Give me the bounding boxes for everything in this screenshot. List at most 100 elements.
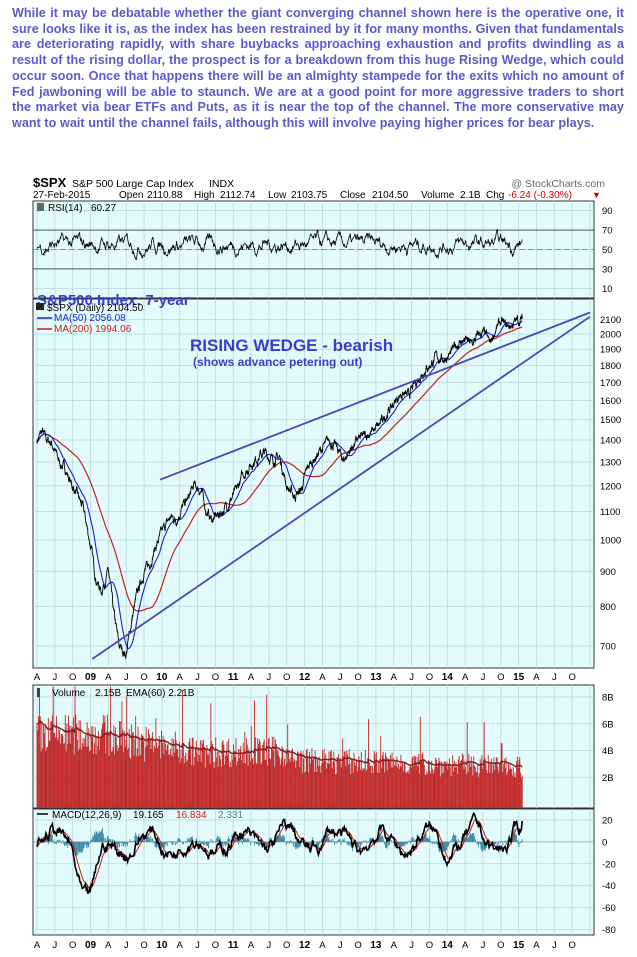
month-label: J bbox=[267, 940, 272, 951]
month-label: J bbox=[552, 940, 557, 951]
month-label: J bbox=[481, 940, 486, 951]
month-label: 09 bbox=[85, 940, 97, 951]
macd-tick-label: -60 bbox=[602, 903, 616, 914]
volume-legend: Volume 2.15B EMA(60) 2.21B bbox=[37, 688, 195, 699]
month-label: 10 bbox=[156, 672, 168, 683]
rsi-tick-label: 50 bbox=[602, 245, 613, 256]
volume-tick-label: 4B bbox=[602, 746, 614, 757]
rsi-tick-label: 70 bbox=[602, 226, 613, 237]
price-tick-label: 1000 bbox=[600, 535, 621, 546]
macd-tick-label: -40 bbox=[602, 881, 616, 892]
macd-tick-label: -80 bbox=[602, 925, 616, 936]
month-label: A bbox=[34, 672, 41, 683]
macd-legend-macd: 19.165 bbox=[133, 810, 164, 821]
month-label: O bbox=[212, 672, 219, 683]
month-label: A bbox=[248, 940, 255, 951]
macd-legend-prefix: MACD(12,26,9) bbox=[52, 810, 121, 821]
chg-down-arrow-icon: ▼ bbox=[592, 190, 601, 200]
ma200-line bbox=[36, 326, 523, 612]
header-credit: @ StockCharts.com bbox=[511, 178, 605, 190]
price-legend: $SPX (Daily) 2104.50 MA(50) 2056.08 MA(2… bbox=[36, 303, 144, 335]
header-chg-label: Chg bbox=[486, 190, 504, 201]
price-tick-label: 2100 bbox=[600, 315, 621, 326]
month-label: A bbox=[319, 940, 326, 951]
volume-series bbox=[36, 686, 523, 808]
month-label: O bbox=[140, 940, 147, 951]
month-label: A bbox=[177, 672, 184, 683]
month-label: A bbox=[462, 940, 469, 951]
price-tick-label: 1600 bbox=[600, 396, 621, 407]
rsi-line bbox=[36, 228, 523, 261]
header-chg: -6.24 (-0.30%) bbox=[508, 190, 572, 201]
price-legend-ma200: MA(200) 1994.06 bbox=[54, 324, 132, 335]
price-tick-label: 1800 bbox=[600, 361, 621, 372]
header-close: 2104.50 bbox=[372, 190, 409, 201]
month-label: J bbox=[195, 672, 200, 683]
annotation-title: RISING WEDGE - bearish bbox=[190, 336, 393, 355]
price-legend-swatch bbox=[36, 303, 44, 310]
month-label: J bbox=[124, 940, 129, 951]
volume-tick-label: 2B bbox=[602, 773, 614, 784]
macd-axis: 20 0 -20 -40 -60 -80 bbox=[602, 815, 616, 936]
month-label: J bbox=[338, 672, 343, 683]
month-label: J bbox=[481, 672, 486, 683]
price-legend-spx: $SPX (Daily) 2104.50 bbox=[47, 303, 144, 314]
macd-legend: MACD(12,26,9) 19.165 16.834 2.331 bbox=[37, 810, 243, 821]
header-high: 2112.74 bbox=[220, 190, 256, 201]
volume-legend-prefix: Volume bbox=[52, 688, 86, 699]
price-tick-label: 900 bbox=[600, 567, 616, 578]
month-label: O bbox=[140, 672, 147, 683]
macd-series bbox=[33, 811, 594, 895]
month-label: 11 bbox=[228, 940, 239, 951]
month-label: A bbox=[105, 672, 112, 683]
month-label: O bbox=[426, 940, 433, 951]
wedge-trendline bbox=[159, 311, 591, 481]
annotation-period: S&P500 Index: 7-year bbox=[37, 292, 190, 309]
price-series bbox=[36, 311, 591, 660]
price-legend-ma50: MA(50) 2056.08 bbox=[54, 313, 126, 324]
month-label: J bbox=[195, 940, 200, 951]
month-label: A bbox=[177, 940, 184, 951]
price-tick-label: 2000 bbox=[600, 330, 621, 341]
month-label: O bbox=[283, 940, 290, 951]
header-exchange: INDX bbox=[209, 178, 234, 190]
header-name: S&P 500 Large Cap Index bbox=[72, 178, 195, 190]
month-label: 13 bbox=[370, 940, 382, 951]
rsi-tick-label: 10 bbox=[602, 284, 613, 295]
month-label: J bbox=[409, 672, 414, 683]
month-label: J bbox=[409, 940, 414, 951]
month-label: 10 bbox=[156, 940, 168, 951]
header-date: 27-Feb-2015 bbox=[33, 190, 91, 201]
month-label: 11 bbox=[228, 672, 239, 683]
month-label: A bbox=[105, 940, 112, 951]
annotation-sub: (shows advance petering out) bbox=[193, 355, 362, 369]
header-open-label: Open bbox=[119, 190, 143, 201]
month-label: A bbox=[533, 940, 540, 951]
macd-legend-signal: 16.834 bbox=[176, 810, 207, 821]
month-label: O bbox=[568, 940, 575, 951]
month-label: 15 bbox=[513, 672, 525, 683]
rsi-legend-symbol: RSI(14) bbox=[48, 203, 82, 214]
rsi-legend-value: 60.27 bbox=[91, 203, 116, 214]
month-label: A bbox=[391, 672, 398, 683]
price-line bbox=[36, 313, 523, 659]
month-label: O bbox=[212, 940, 219, 951]
commentary-text: While it may be debatable whether the gi… bbox=[12, 6, 624, 130]
price-tick-label: 1400 bbox=[600, 435, 621, 446]
month-label: O bbox=[69, 940, 76, 951]
month-label: O bbox=[283, 672, 290, 683]
month-label: A bbox=[391, 940, 398, 951]
rsi-series bbox=[36, 228, 523, 261]
rsi-axis: 90 70 50 30 10 bbox=[602, 206, 613, 295]
month-label: 13 bbox=[370, 672, 382, 683]
header-high-label: High bbox=[194, 190, 215, 201]
month-label: 14 bbox=[442, 672, 454, 683]
price-tick-label: 1300 bbox=[600, 458, 621, 469]
macd-tick-label: -20 bbox=[602, 859, 616, 870]
macd-legend-hist: 2.331 bbox=[218, 810, 243, 821]
header-low-label: Low bbox=[268, 190, 287, 201]
month-label: O bbox=[354, 672, 361, 683]
header-low: 2103.75 bbox=[291, 190, 328, 201]
header-volume: 2.1B bbox=[460, 190, 481, 201]
macd-line bbox=[36, 811, 523, 895]
